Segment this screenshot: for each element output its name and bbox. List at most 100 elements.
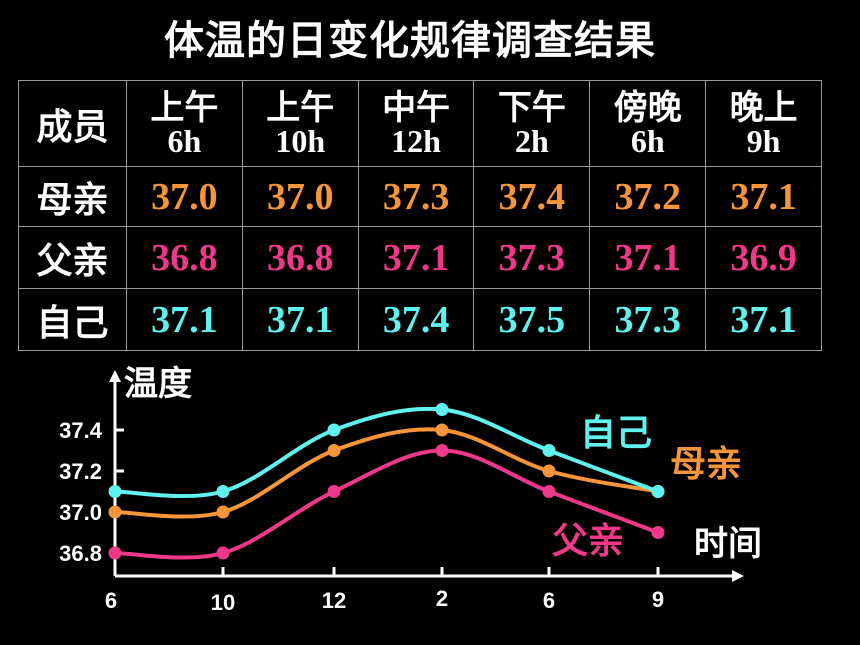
column-time: 2h: [515, 122, 549, 159]
column-period: 傍晚: [613, 87, 682, 128]
column-header: 晚上 9h: [705, 80, 822, 167]
column-header: 中午 12h: [357, 80, 475, 167]
value-cell: 37.4: [357, 288, 475, 351]
x-tick-label: 9: [652, 587, 664, 612]
chart-points: [108, 403, 665, 560]
value-cell: 37.1: [241, 288, 359, 351]
temperature-value: 37.3: [498, 236, 566, 279]
temperature-value: 37.1: [266, 298, 334, 341]
x-tick-label: 6: [105, 588, 117, 613]
x-tick-label: 10: [211, 590, 235, 615]
row-label: 父亲: [36, 240, 109, 282]
table-row-father: 父亲 36.8 36.8 37.1 37.3 37.1 36.9: [18, 226, 822, 289]
data-point: [108, 485, 122, 498]
temperature-value: 36.8: [151, 236, 218, 279]
data-point: [651, 526, 665, 539]
value-cell: 37.1: [589, 226, 707, 289]
column-time: 10h: [275, 122, 326, 159]
row-label-cell: 父亲: [18, 226, 127, 289]
temperature-value: 37.3: [382, 175, 450, 218]
chart-ticks: 37.437.237.036.86 10 12 2 6 9: [59, 418, 664, 615]
value-cell: 36.8: [241, 226, 359, 289]
y-axis-arrow: [109, 370, 121, 382]
temperature-table: 成员 上午 6h 上午 10h 中午 12h 下午 2h 傍晚 6h: [18, 80, 822, 351]
x-tick-label: 12: [322, 588, 346, 613]
value-cell: 37.0: [241, 166, 359, 227]
data-point: [435, 423, 449, 437]
column-period: 中午: [382, 87, 451, 128]
y-tick-label: 37.4: [59, 418, 103, 443]
series-label: 自己: [580, 413, 652, 454]
series-label: 父亲: [552, 521, 624, 562]
data-point: [108, 546, 122, 560]
data-point: [435, 403, 449, 416]
temperature-value: 37.1: [730, 298, 797, 341]
y-axis-title: 温度: [124, 364, 192, 404]
slide-title: 体温的日变化规律调查结果: [164, 18, 656, 64]
data-point: [542, 485, 556, 498]
value-cell: 37.2: [589, 166, 707, 227]
column-time: 6h: [167, 122, 202, 159]
series-line: [114, 448, 659, 560]
temperature-value: 37.3: [614, 298, 681, 341]
x-axis-title: 时间: [694, 524, 762, 564]
y-tick-label: 37.2: [59, 459, 102, 484]
data-point: [216, 485, 230, 498]
chart-series-lines: [114, 406, 659, 560]
x-tick-label: 2: [436, 586, 448, 611]
temperature-value: 37.0: [266, 175, 334, 218]
data-point: [435, 444, 449, 457]
row-label: 自己: [36, 302, 109, 344]
value-cell: 37.1: [705, 166, 822, 227]
x-axis-arrow: [732, 570, 744, 582]
row-label-cell: 自己: [18, 288, 127, 351]
data-point: [216, 546, 230, 560]
temperature-value: 37.1: [730, 175, 797, 218]
table-row-mother: 母亲 37.0 37.0 37.3 37.4 37.2 37.1: [18, 166, 822, 227]
column-period: 上午: [150, 87, 219, 128]
data-point: [327, 423, 341, 437]
column-time: 6h: [630, 122, 665, 159]
x-tick-label: 6: [543, 588, 555, 613]
series-line: [114, 427, 659, 519]
temperature-value: 37.4: [498, 175, 566, 218]
series-line: [114, 406, 659, 499]
row-label: 母亲: [36, 179, 109, 221]
value-cell: 37.1: [357, 226, 475, 289]
value-cell: 37.1: [126, 288, 243, 351]
column-period: 上午: [266, 87, 335, 128]
table-corner-cell: 成员: [18, 80, 127, 167]
row-label-cell: 母亲: [18, 166, 127, 227]
value-cell: 37.3: [473, 226, 591, 289]
data-point: [327, 444, 341, 457]
value-cell: 37.3: [357, 166, 475, 227]
column-header: 下午 2h: [473, 80, 591, 167]
temperature-value: 37.2: [614, 175, 681, 218]
data-point: [108, 505, 122, 519]
y-tick-label: 36.8: [59, 541, 102, 566]
temperature-value: 37.5: [498, 298, 566, 341]
column-header: 上午 10h: [241, 80, 359, 167]
temperature-value: 37.1: [151, 298, 218, 341]
value-cell: 37.4: [473, 166, 591, 227]
series-label: 母亲: [670, 444, 742, 485]
temperature-value: 36.8: [266, 236, 334, 279]
temperature-value: 36.9: [730, 236, 797, 279]
corner-label: 成员: [36, 106, 109, 148]
table-row-self: 自己 37.1 37.1 37.4 37.5 37.3 37.1: [18, 288, 822, 351]
column-time: 9h: [746, 122, 781, 159]
column-header: 傍晚 6h: [589, 80, 707, 167]
data-point: [542, 464, 556, 478]
value-cell: 36.9: [705, 226, 822, 289]
value-cell: 37.1: [705, 288, 822, 351]
temperature-value: 37.1: [382, 236, 450, 279]
column-period: 晚上: [729, 87, 798, 128]
data-point: [216, 505, 230, 519]
data-point: [327, 485, 341, 498]
data-point: [651, 485, 665, 498]
temperature-value: 37.4: [382, 298, 450, 341]
column-period: 下午: [497, 87, 566, 128]
table-header-row: 成员 上午 6h 上午 10h 中午 12h 下午 2h 傍晚 6h: [18, 80, 822, 167]
